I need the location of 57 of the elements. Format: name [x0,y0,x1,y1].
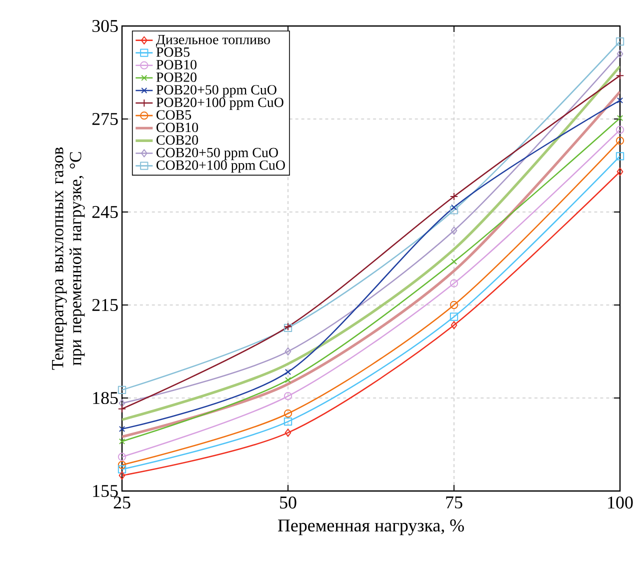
point [284,428,292,437]
point [118,386,126,394]
point [450,321,458,330]
point [118,460,126,470]
x-axis-title: Переменная нагрузка, % [278,519,464,536]
y-tick-label: 305 [92,20,118,32]
legend-label: COB20+50 ppm CuO [156,148,278,160]
legend-label: COB5 [156,110,192,120]
point [450,192,458,201]
point [616,50,624,58]
point [616,126,624,134]
point [118,471,126,480]
point [284,392,292,400]
point [284,417,292,426]
point [118,404,126,413]
y-axis-title: Температура выхлопных газов при переменной нагрузке, °C [52,147,85,370]
legend-label: Дизельное топливо [156,35,270,48]
legend-label: COB20+100 ppm CuO [156,160,285,173]
point [118,426,126,432]
point [616,37,624,46]
point [118,465,126,474]
legend-label: POB20+100 ppm CuO [156,98,284,110]
x-tick-label: 25 [114,496,130,509]
point [616,97,624,104]
point [616,168,624,176]
point [118,438,126,444]
point [118,452,126,461]
y-tick-label: 275 [92,112,118,126]
legend-label: POB5 [156,47,190,57]
point [450,206,458,214]
y-tick-label: 245 [92,206,118,218]
point [450,300,458,310]
point [450,312,458,321]
x-tick-label: 100 [608,496,633,509]
point [450,279,458,288]
legend-label: POB20+50 ppm CuO [156,85,276,98]
x-tick-label: 75 [446,496,462,508]
point [450,204,458,210]
point [284,376,292,384]
x-tick-label: 50 [280,496,296,509]
legend-label: POB20 [156,72,196,82]
point [616,136,624,145]
point [616,71,624,80]
point [284,347,292,356]
legend-label: COB10 [156,122,198,132]
point [450,258,458,265]
y-tick-label: 215 [92,298,118,312]
point [616,152,624,160]
legend-label: COB20 [156,135,198,145]
y-tick-label: 155 [93,484,118,497]
point [284,409,292,418]
point [616,115,624,122]
point [284,368,292,375]
legend-label: POB10 [156,60,196,70]
y-tick-label: 185 [93,392,118,404]
point [450,226,458,235]
point [118,399,126,408]
